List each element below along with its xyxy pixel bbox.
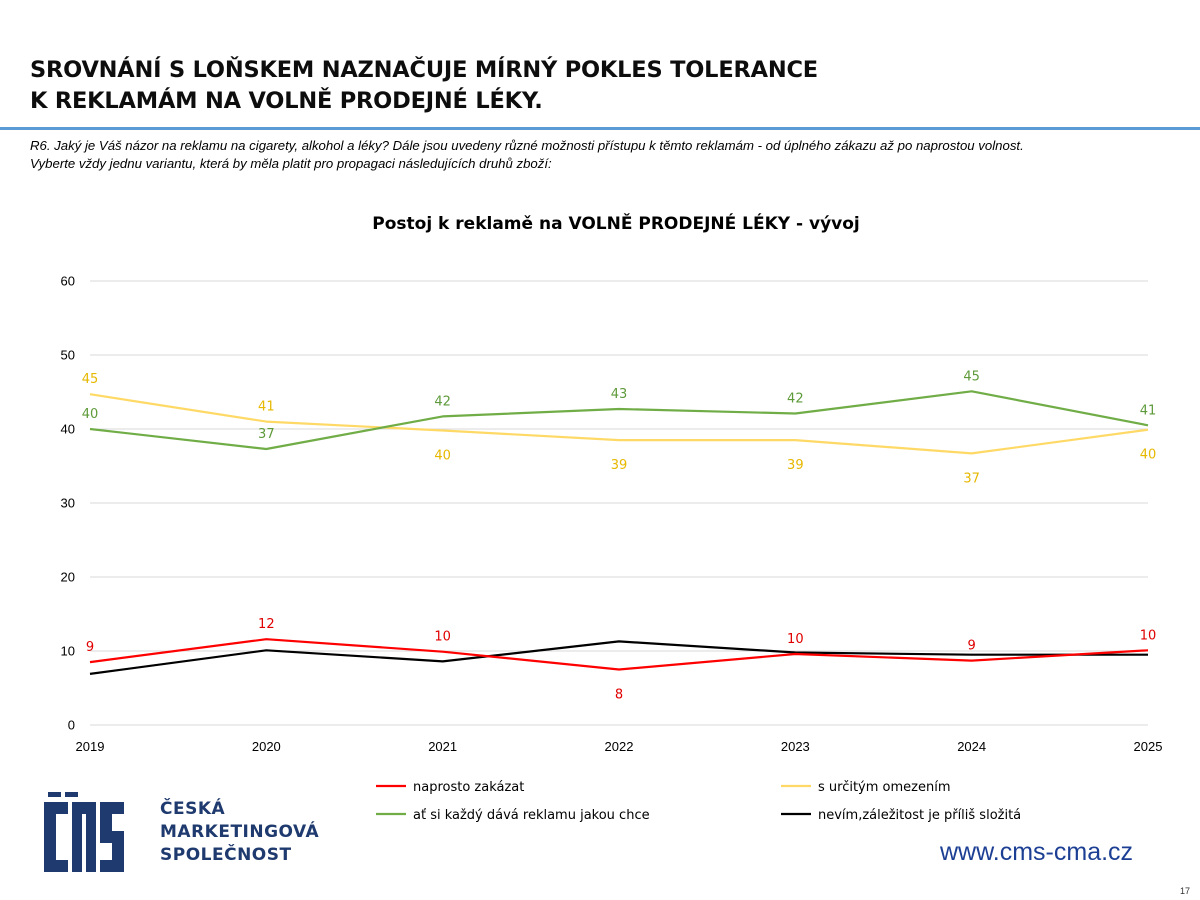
legend-label-0: naprosto zakázat [413, 780, 524, 795]
x-tick-label-2025: 2025 [1134, 739, 1163, 754]
data-label-2-2019: 40 [82, 407, 99, 422]
x-tick-label-2019: 2019 [76, 739, 105, 754]
series-line-3 [89, 640, 1148, 675]
data-label-2-2021: 42 [434, 394, 451, 409]
survey-question: R6. Jaký je Váš názor na reklamu na ciga… [30, 137, 1190, 173]
x-tick-label-2023: 2023 [781, 739, 810, 754]
logo-text-line-2: MARKETINGOVÁ [160, 822, 320, 842]
x-tick-label-2020: 2020 [252, 739, 281, 754]
data-label-1-2025: 40 [1140, 448, 1157, 463]
data-label-0-2021: 10 [434, 630, 451, 645]
series-line-2 [89, 390, 1149, 451]
x-tick-label-2022: 2022 [605, 739, 634, 754]
survey-question-line-1: R6. Jaký je Váš názor na reklamu na ciga… [30, 138, 1024, 153]
header-divider [0, 127, 1200, 130]
legend-label-3: nevím,záležitost je příliš složitá [818, 808, 1021, 823]
slide-title-line-2: K REKLAMÁM NA VOLNĚ PRODEJNÉ LÉKY. [30, 88, 543, 114]
data-label-2-2023: 42 [787, 391, 804, 406]
y-tick-label-20: 20 [61, 570, 75, 585]
data-label-0-2025: 10 [1140, 628, 1157, 643]
page-number: 17 [1180, 886, 1191, 896]
survey-question-line-2: Vyberte vždy jednu variantu, která by mě… [30, 156, 552, 171]
data-label-2-2025: 41 [1140, 403, 1157, 418]
data-label-0-2024: 9 [968, 639, 976, 654]
legend-label-1: s určitým omezením [818, 780, 951, 795]
data-label-2-2022: 43 [611, 387, 628, 402]
data-label-1-2021: 40 [434, 448, 451, 463]
logo-text-line-3: SPOLEČNOST [160, 845, 292, 865]
y-tick-label-50: 50 [61, 348, 75, 363]
series-line-0 [89, 638, 1149, 671]
data-label-0-2019: 9 [86, 640, 94, 655]
data-label-1-2020: 41 [258, 400, 275, 415]
data-label-2-2020: 37 [258, 427, 275, 442]
y-tick-label-0: 0 [68, 718, 75, 733]
y-tick-label-30: 30 [61, 496, 75, 511]
slide-title: SROVNÁNÍ S LOŇSKEM NAZNAČUJE MÍRNÝ POKLE… [30, 55, 818, 117]
x-tick-label-2021: 2021 [428, 739, 457, 754]
series-line-1 [89, 393, 1149, 455]
y-tick-label-40: 40 [61, 422, 75, 437]
data-label-0-2023: 10 [787, 632, 804, 647]
data-label-1-2024: 37 [963, 471, 980, 486]
line-chart: 0 10 20 30 40 50 60 2019 2020 2021 2022 2023 2024 202… [61, 274, 1163, 824]
data-label-2-2024: 45 [963, 369, 980, 384]
data-label-1-2019: 45 [82, 372, 99, 387]
cms-logo-mark-icon [44, 792, 124, 872]
chart-title: Postoj k reklamě na VOLNĚ PRODEJNÉ LÉKY … [372, 214, 860, 234]
logo-text-line-1: ČESKÁ [160, 799, 226, 819]
website-link[interactable]: www.cms-cma.cz [940, 838, 1134, 866]
legend-label-2: ať si každý dává reklamu jakou chce [413, 808, 650, 823]
slide-title-line-1: SROVNÁNÍ S LOŇSKEM NAZNAČUJE MÍRNÝ POKLE… [30, 57, 818, 83]
data-label-0-2022: 8 [615, 688, 623, 703]
data-label-1-2022: 39 [611, 458, 628, 473]
logo-text: ČESKÁ MARKETINGOVÁ SPOLEČNOST [160, 798, 319, 867]
x-tick-label-2024: 2024 [957, 739, 986, 754]
data-label-1-2023: 39 [787, 458, 804, 473]
y-tick-label-10: 10 [61, 644, 75, 659]
y-tick-label-60: 60 [61, 274, 75, 289]
data-label-0-2020: 12 [258, 617, 275, 632]
company-logo: ČESKÁ MARKETINGOVÁ SPOLEČNOST [42, 790, 322, 880]
